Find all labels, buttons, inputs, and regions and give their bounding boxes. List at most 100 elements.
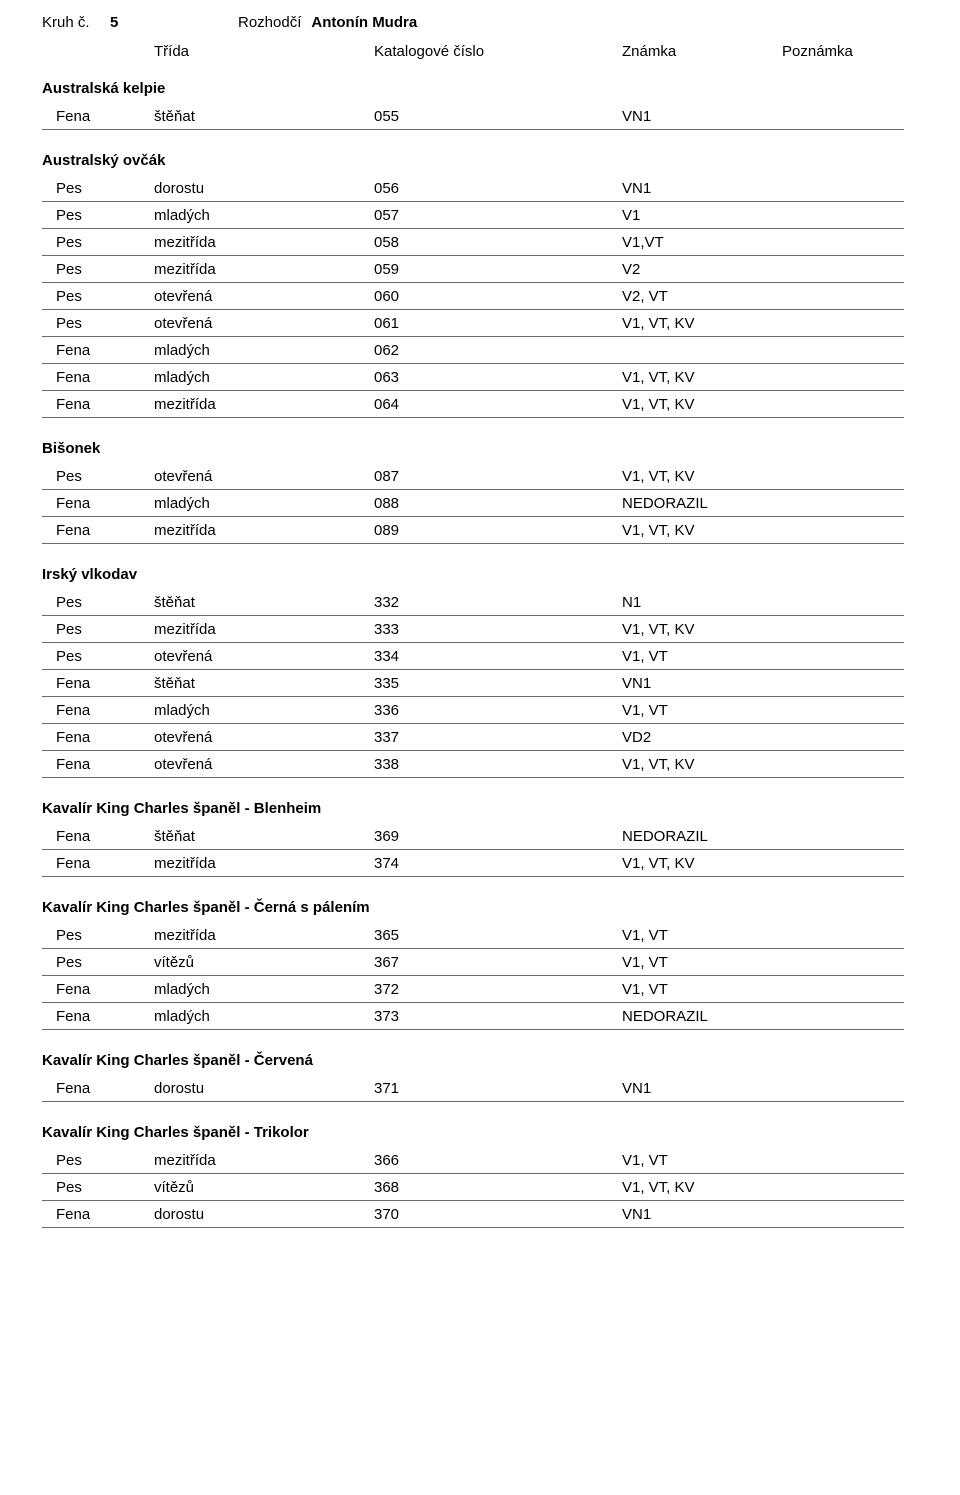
catalog-number-cell: 367 [374,954,622,971]
class-cell: mezitřída [154,522,374,539]
grade-cell: VN1 [622,1206,904,1223]
breed-title: Irský vlkodav [42,564,904,589]
sex-cell: Fena [42,495,154,512]
breed-title: Kavalír King Charles španěl - Červená [42,1050,904,1075]
catalog-number-cell: 368 [374,1179,622,1196]
sex-cell: Pes [42,1152,154,1169]
breed-title: Bišonek [42,438,904,463]
catalog-number-cell: 055 [374,108,622,125]
catalog-number-cell: 365 [374,927,622,944]
class-cell: dorostu [154,180,374,197]
sex-cell: Fena [42,855,154,872]
grade-cell: VN1 [622,108,904,125]
grade-cell: V1,VT [622,234,904,251]
breed-title: Australský ovčák [42,150,904,175]
breed-title: Australská kelpie [42,78,904,103]
catalog-number-cell: 059 [374,261,622,278]
table-row: Fenamladých063V1, VT, KV [42,364,904,391]
grade-cell: VN1 [622,180,904,197]
grade-cell: N1 [622,594,904,611]
breed-title: Kavalír King Charles španěl - Černá s pá… [42,897,904,922]
class-cell: otevřená [154,729,374,746]
col-header-katalog: Katalogové číslo [374,43,622,60]
catalog-number-cell: 372 [374,981,622,998]
sex-cell: Pes [42,180,154,197]
class-cell: otevřená [154,288,374,305]
class-cell: mladých [154,342,374,359]
table-row: Pesmezitřída058V1,VT [42,229,904,256]
catalog-number-cell: 089 [374,522,622,539]
class-cell: otevřená [154,315,374,332]
col-header-znamka: Známka [622,43,782,60]
sex-cell: Fena [42,108,154,125]
breed-title: Kavalír King Charles španěl - Trikolor [42,1122,904,1147]
sex-cell: Pes [42,927,154,944]
grade-cell: V1, VT, KV [622,855,904,872]
sex-cell: Fena [42,1206,154,1223]
grade-cell: V1, VT [622,927,904,944]
sex-cell: Fena [42,981,154,998]
grade-cell: V1, VT, KV [622,621,904,638]
table-row: Fenaštěňat335VN1 [42,670,904,697]
catalog-number-cell: 334 [374,648,622,665]
grade-cell: V1, VT, KV [622,756,904,773]
table-row: Fenamezitřída089V1, VT, KV [42,517,904,544]
catalog-number-cell: 373 [374,1008,622,1025]
class-cell: otevřená [154,648,374,665]
grade-cell: V1, VT, KV [622,369,904,386]
sex-cell: Pes [42,594,154,611]
table-row: Fenamladých373NEDORAZIL [42,1003,904,1030]
grade-cell: V1, VT [622,954,904,971]
class-cell: štěňat [154,828,374,845]
breed-section: Kavalír King Charles španěl - Červená Fen… [42,1050,904,1102]
catalog-number-cell: 088 [374,495,622,512]
sex-cell: Fena [42,522,154,539]
catalog-number-cell: 332 [374,594,622,611]
breed-section: Kavalír King Charles španěl - BlenheimFe… [42,798,904,877]
sex-cell: Pes [42,648,154,665]
sex-cell: Pes [42,234,154,251]
grade-cell: VN1 [622,675,904,692]
sex-cell: Fena [42,828,154,845]
class-cell: dorostu [154,1080,374,1097]
sex-cell: Pes [42,288,154,305]
grade-cell: V2 [622,261,904,278]
catalog-number-cell: 336 [374,702,622,719]
catalog-number-cell: 060 [374,288,622,305]
sex-cell: Pes [42,954,154,971]
sex-cell: Pes [42,261,154,278]
grade-cell: NEDORAZIL [622,495,904,512]
col-header-poznamka: Poznámka [782,43,902,60]
grade-cell: VD2 [622,729,904,746]
header-row: Kruh č. 5 Rozhodčí Antonín Mudra [42,14,904,31]
class-cell: mladých [154,1008,374,1025]
table-row: Pesmezitřída333V1, VT, KV [42,616,904,643]
class-cell: otevřená [154,468,374,485]
table-row: Pesvítězů368V1, VT, KV [42,1174,904,1201]
table-row: Pesmladých057V1 [42,202,904,229]
sections-container: Australská kelpieFenaštěňat055VN1Austral… [42,78,904,1228]
breed-section: Irský vlkodavPesštěňat332N1Pesmezitřída3… [42,564,904,778]
table-row: Pesotevřená334V1, VT [42,643,904,670]
grade-cell: V1, VT, KV [622,522,904,539]
table-row: Fenadorostu370VN1 [42,1201,904,1228]
catalog-number-cell: 063 [374,369,622,386]
sex-cell: Fena [42,702,154,719]
sex-cell: Fena [42,1008,154,1025]
sex-cell: Fena [42,396,154,413]
table-row: Fenamezitřída064V1, VT, KV [42,391,904,418]
class-cell: dorostu [154,1206,374,1223]
col-spacer [42,43,154,60]
grade-cell: V1, VT [622,702,904,719]
sex-cell: Fena [42,342,154,359]
table-row: Fenaštěňat055VN1 [42,103,904,130]
sex-cell: Fena [42,729,154,746]
table-row: Pesvítězů367V1, VT [42,949,904,976]
sex-cell: Pes [42,621,154,638]
col-header-trida: Třída [154,43,374,60]
catalog-number-cell: 338 [374,756,622,773]
breed-section: Australský ovčákPesdorostu056VN1Pesmladý… [42,150,904,418]
class-cell: mezitřída [154,927,374,944]
catalog-number-cell: 371 [374,1080,622,1097]
sex-cell: Fena [42,1080,154,1097]
